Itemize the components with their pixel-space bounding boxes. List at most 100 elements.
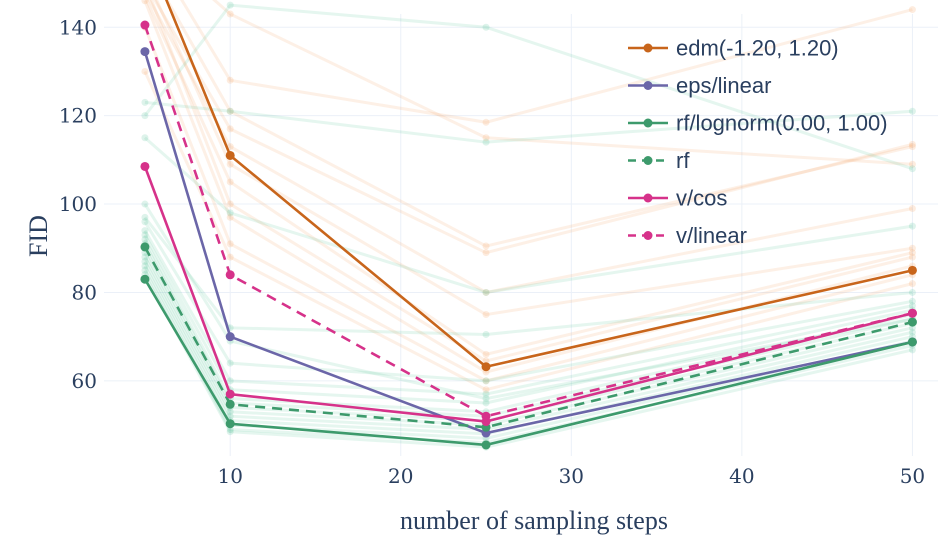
grid (104, 14, 938, 456)
background-runs (141, 0, 916, 451)
series-point-0-3 (907, 265, 917, 275)
background-run-line (143, 220, 913, 383)
series-line-4 (143, 166, 913, 423)
background-run-point (908, 160, 916, 168)
background-run-point (908, 288, 916, 296)
series-point-2-3 (907, 337, 917, 347)
legend-item-5[interactable]: v/linear (628, 223, 747, 248)
series-point-0-1 (225, 150, 235, 160)
background-run-line (143, 3, 913, 171)
background-run-point (482, 377, 490, 385)
background-run-point (226, 76, 234, 84)
background-run-line (165, 0, 913, 248)
background-run-line (143, 260, 913, 436)
series-line-2 (143, 278, 913, 447)
y-tick-label: 120 (59, 104, 97, 128)
background-run-point (226, 209, 234, 217)
axes: 10 20 30 40 50 60 80 100 120 140 (59, 15, 925, 488)
series-line-3 (143, 246, 913, 429)
background-run-point (908, 6, 916, 14)
background-run-point (141, 134, 149, 142)
series-point-5-0 (140, 20, 150, 30)
background-run-point (226, 412, 234, 420)
background-run-point (141, 227, 149, 235)
series-point-0-2 (481, 362, 491, 372)
background-run-point (141, 266, 149, 274)
legend-label: v/linear (676, 223, 747, 248)
background-run-line (154, 0, 913, 317)
series-point-4-1 (225, 389, 235, 399)
background-run-line (144, 0, 913, 356)
legend-label: eps/linear (676, 73, 771, 98)
background-run-line (143, 26, 913, 383)
background-run-point (141, 200, 149, 208)
series-point-1-0 (140, 47, 150, 57)
background-run-line (212, 0, 913, 166)
background-run-point (908, 302, 916, 310)
series-line-1 (143, 51, 913, 435)
background-run-point (482, 138, 490, 146)
background-run-point (908, 244, 916, 252)
legend-label: edm(-1.20, 1.20) (676, 36, 839, 61)
background-run-point (141, 235, 149, 243)
background-run-point (226, 428, 234, 436)
background-run-point (141, 262, 149, 270)
background-run-point (226, 107, 234, 115)
series-point-4-0 (140, 161, 150, 171)
legend-item-3[interactable]: rf (628, 148, 690, 173)
background-run-point (141, 112, 149, 120)
background-run-point (226, 10, 234, 18)
background-run-point (482, 386, 490, 394)
background-run-point (482, 118, 490, 126)
background-run-point (908, 280, 916, 288)
x-tick-label: 40 (729, 464, 754, 488)
legend-marker (643, 231, 653, 240)
legend-item-0[interactable]: edm(-1.20, 1.20) (628, 36, 839, 61)
background-run-point (226, 377, 234, 385)
series-point-5-3 (907, 308, 917, 318)
y-tick-label: 100 (59, 192, 97, 216)
legend[interactable]: edm(-1.20, 1.20) eps/linear rf/lognorm(0.0… (628, 36, 888, 249)
background-run-point (908, 165, 916, 173)
legend-item-2[interactable]: rf/lognorm(0.00, 1.00) (628, 111, 888, 136)
background-run-point (226, 200, 234, 208)
background-run-point (482, 134, 490, 142)
background-run-point (226, 408, 234, 416)
background-run-point (226, 107, 234, 115)
background-run-point (908, 253, 916, 261)
series-point-5-1 (225, 270, 235, 280)
background-run-point (482, 377, 490, 385)
background-run-line (143, 251, 913, 427)
background-run-line (143, 229, 913, 396)
series-lines (140, 0, 917, 450)
background-run-point (908, 140, 916, 148)
series-point-3-0 (140, 242, 150, 252)
background-run-line (144, 100, 913, 144)
legend-item-1[interactable]: eps/linear (628, 73, 771, 98)
background-run-point (226, 359, 234, 367)
y-tick-label: 60 (72, 369, 97, 393)
series-point-3-3 (907, 317, 917, 327)
legend-label: rf/lognorm(0.00, 1.00) (676, 111, 888, 136)
x-tick-label: 30 (559, 464, 584, 488)
background-run-point (226, 213, 234, 221)
legend-item-4[interactable]: v/cos (628, 186, 727, 211)
background-run-line (153, 0, 913, 255)
background-run-point (908, 222, 916, 230)
legend-marker (643, 156, 653, 165)
legend-marker (643, 118, 653, 128)
background-run-point (226, 240, 234, 248)
series-point-2-2 (481, 440, 491, 450)
background-run-point (482, 288, 490, 296)
background-run-point (141, 0, 149, 5)
background-run-point (482, 350, 490, 358)
background-run-point (908, 328, 916, 336)
legend-marker (643, 43, 653, 53)
background-run-point (226, 160, 234, 168)
series-point-2-0 (140, 274, 150, 284)
x-axis-title: number of sampling steps (400, 506, 668, 535)
background-run-line (143, 234, 913, 405)
y-tick-label: 80 (72, 280, 97, 304)
background-run-point (908, 204, 916, 212)
